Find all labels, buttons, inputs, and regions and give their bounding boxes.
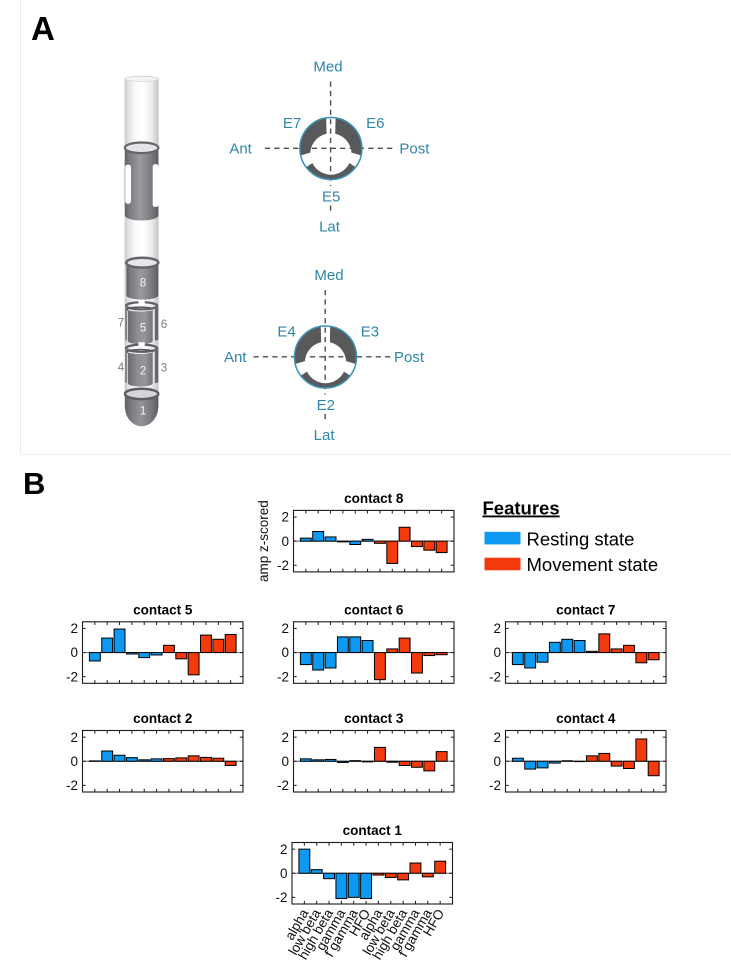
svg-text:0: 0 xyxy=(280,866,288,881)
svg-text:2: 2 xyxy=(281,510,289,525)
svg-text:0: 0 xyxy=(281,754,289,769)
svg-text:-2: -2 xyxy=(277,778,289,793)
svg-text:B: B xyxy=(23,466,45,501)
svg-text:-2: -2 xyxy=(66,669,78,684)
svg-text:Post: Post xyxy=(394,349,425,366)
svg-text:2: 2 xyxy=(140,366,146,378)
svg-text:Ant: Ant xyxy=(229,141,252,158)
svg-text:4: 4 xyxy=(118,362,125,374)
svg-text:Features: Features xyxy=(483,498,560,519)
svg-text:E7: E7 xyxy=(283,115,301,132)
svg-text:3: 3 xyxy=(161,362,167,374)
svg-text:-2: -2 xyxy=(66,778,78,793)
svg-text:contact 7: contact 7 xyxy=(556,603,615,618)
svg-text:-2: -2 xyxy=(277,558,289,573)
svg-text:contact 4: contact 4 xyxy=(556,711,616,726)
svg-text:0: 0 xyxy=(70,645,78,660)
svg-text:8: 8 xyxy=(140,278,146,290)
svg-text:E2: E2 xyxy=(317,397,335,414)
svg-text:-2: -2 xyxy=(275,890,287,905)
svg-text:2: 2 xyxy=(70,621,78,636)
svg-text:5: 5 xyxy=(140,323,146,335)
svg-text:E4: E4 xyxy=(277,324,295,341)
svg-text:2: 2 xyxy=(281,730,289,745)
svg-text:A: A xyxy=(31,10,55,47)
svg-text:E6: E6 xyxy=(366,115,384,132)
svg-text:amp z-scored: amp z-scored xyxy=(256,500,271,582)
svg-text:0: 0 xyxy=(493,754,501,769)
svg-text:-2: -2 xyxy=(489,778,501,793)
svg-text:0: 0 xyxy=(281,534,289,549)
svg-text:contact 2: contact 2 xyxy=(133,711,192,726)
svg-text:E5: E5 xyxy=(322,188,340,205)
svg-text:Ant: Ant xyxy=(224,349,247,366)
svg-text:2: 2 xyxy=(493,621,501,636)
svg-text:E3: E3 xyxy=(361,324,379,341)
svg-text:contact 5: contact 5 xyxy=(133,603,193,618)
svg-text:-2: -2 xyxy=(277,669,289,684)
svg-text:2: 2 xyxy=(493,730,501,745)
svg-text:Med: Med xyxy=(313,59,342,76)
svg-text:Med: Med xyxy=(314,267,343,284)
svg-text:contact 8: contact 8 xyxy=(344,491,404,506)
svg-text:-2: -2 xyxy=(489,669,501,684)
svg-text:Post: Post xyxy=(399,141,430,158)
svg-text:2: 2 xyxy=(281,621,289,636)
svg-text:2: 2 xyxy=(70,730,78,745)
svg-text:contact 3: contact 3 xyxy=(344,711,404,726)
svg-text:0: 0 xyxy=(281,645,289,660)
svg-text:1: 1 xyxy=(140,405,146,417)
svg-text:Lat: Lat xyxy=(319,219,341,236)
svg-text:Movement state: Movement state xyxy=(527,554,659,575)
svg-text:contact 1: contact 1 xyxy=(343,823,403,838)
svg-text:2: 2 xyxy=(280,842,288,857)
svg-text:contact 6: contact 6 xyxy=(344,603,404,618)
svg-text:Lat: Lat xyxy=(314,427,336,444)
svg-text:0: 0 xyxy=(70,754,78,769)
svg-text:Resting state: Resting state xyxy=(527,528,635,549)
svg-text:7: 7 xyxy=(118,318,124,330)
svg-text:0: 0 xyxy=(493,645,501,660)
svg-text:6: 6 xyxy=(161,319,167,331)
